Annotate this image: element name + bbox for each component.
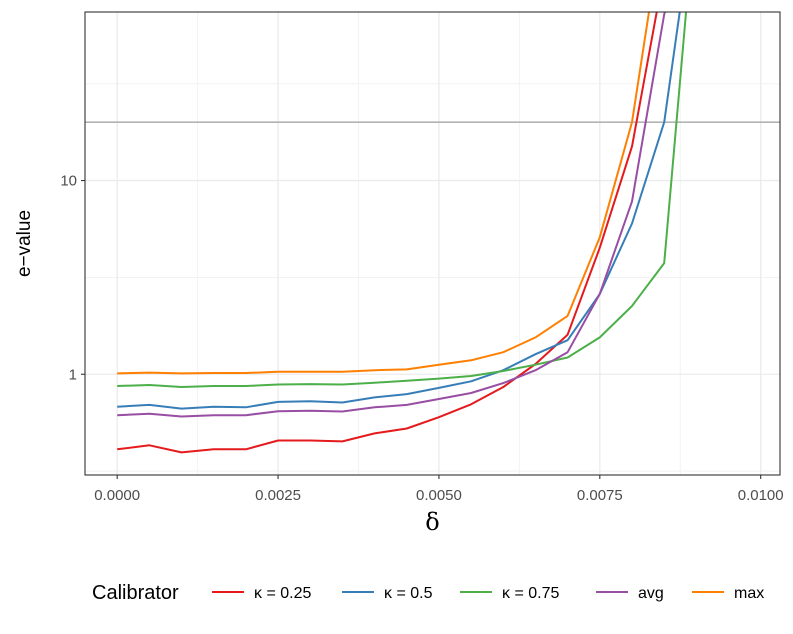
panel-border (84, 11, 781, 476)
x-tick-label: 0.0025 (255, 487, 301, 504)
x-tick-label: 0.0100 (738, 487, 784, 504)
y-axis-title: e−value (14, 210, 35, 277)
series-line-5 (117, 12, 650, 375)
x-tick-label: 0.0075 (577, 487, 623, 504)
legend-title: Calibrator (92, 582, 179, 604)
x-axis-title: δ (425, 508, 439, 536)
legend-label-5: max (734, 585, 764, 602)
y-tick-label: 10 (60, 173, 77, 190)
series-line-2 (117, 12, 681, 410)
legend-label-3: κ = 0.75 (502, 585, 559, 602)
series-layer (117, 12, 688, 454)
y-tick-label: 1 (69, 366, 77, 383)
series-line-1 (117, 12, 658, 454)
grid (85, 12, 780, 475)
x-tick-label: 0.0050 (416, 487, 462, 504)
legend-label-4: avg (638, 585, 664, 602)
legend-label-2: κ = 0.5 (384, 585, 433, 602)
legend: Calibrator κ = 0.25 κ = 0.5 κ = 0.75 avg max (92, 582, 764, 604)
legend-label-1: κ = 0.25 (254, 585, 311, 602)
series-line-4 (117, 12, 666, 418)
x-tick-label: 0.0000 (94, 487, 140, 504)
series-line-3 (117, 12, 688, 388)
